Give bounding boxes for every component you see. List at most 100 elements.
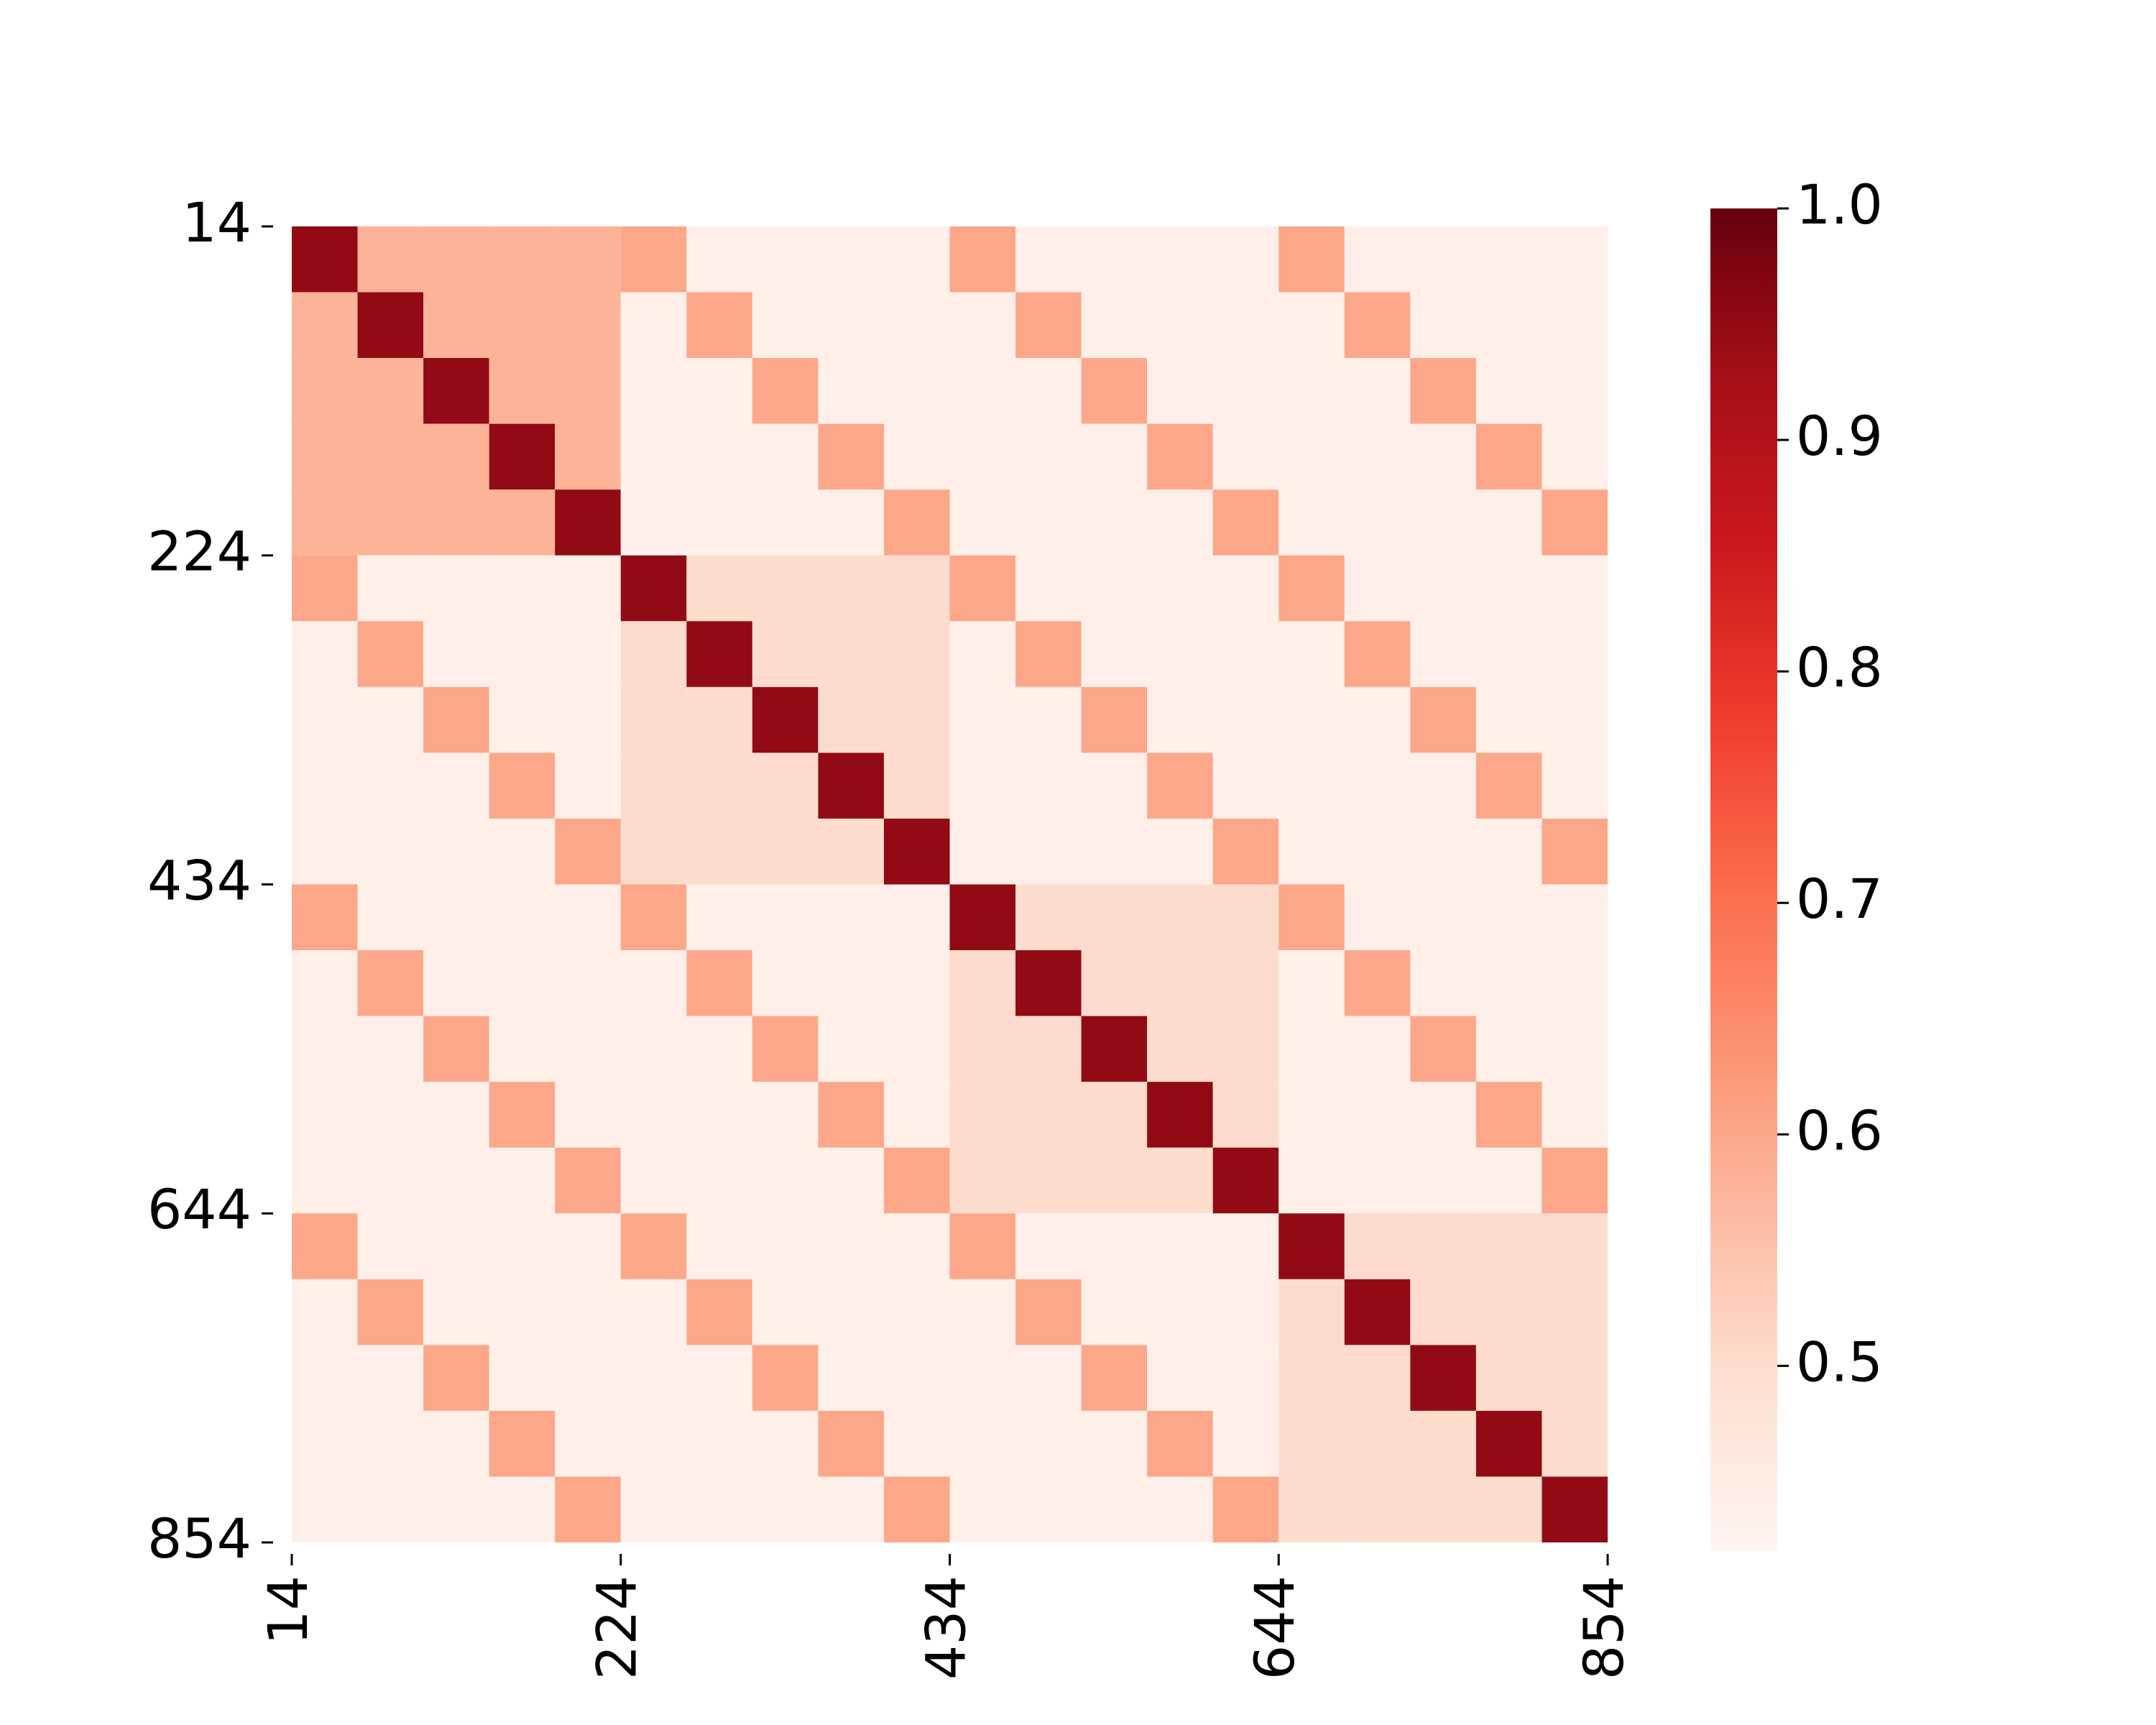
heatmap-cell xyxy=(1147,358,1213,424)
heatmap-cell xyxy=(357,292,424,359)
heatmap-cell xyxy=(489,753,556,819)
x-tick-label: 224 xyxy=(585,1576,649,1680)
heatmap-cell xyxy=(1344,1147,1411,1214)
heatmap-cell xyxy=(1344,226,1411,293)
heatmap-cell xyxy=(1542,226,1608,293)
heatmap-cell xyxy=(620,555,687,622)
heatmap-cell xyxy=(1015,555,1082,622)
heatmap-cell xyxy=(1081,1082,1148,1148)
heatmap-cell xyxy=(555,1213,621,1279)
heatmap-cell xyxy=(1279,1410,1345,1477)
heatmap-cell xyxy=(1212,818,1279,885)
heatmap-cell xyxy=(1475,423,1542,490)
colorbar-tick-label: 0.5 xyxy=(1796,1330,1883,1394)
heatmap-cell xyxy=(555,753,621,819)
heatmap-cell xyxy=(949,226,1016,293)
heatmap-cell xyxy=(1410,1476,1476,1542)
heatmap-cell xyxy=(1147,292,1213,359)
heatmap-cell xyxy=(1147,818,1213,885)
heatmap-cell xyxy=(1344,423,1411,490)
heatmap-cell xyxy=(752,489,819,556)
heatmap-cell xyxy=(489,621,556,687)
heatmap-cell xyxy=(883,423,950,490)
heatmap-cell xyxy=(489,1476,556,1542)
heatmap-cell xyxy=(357,621,424,687)
heatmap-cell xyxy=(620,1147,687,1214)
heatmap-cell xyxy=(1475,950,1542,1016)
heatmap-cell xyxy=(818,423,884,490)
x-tick-label: 14 xyxy=(256,1576,320,1645)
heatmap-cell xyxy=(1081,753,1148,819)
heatmap-cell xyxy=(686,753,752,819)
heatmap-cell xyxy=(423,555,489,622)
heatmap-cell xyxy=(1015,884,1082,951)
heatmap-cell xyxy=(423,818,489,885)
heatmap-cell xyxy=(292,1147,358,1214)
heatmap-cell xyxy=(883,818,950,885)
heatmap-cell xyxy=(1410,292,1476,359)
heatmap-cell xyxy=(883,1345,950,1411)
heatmap-cell xyxy=(1410,686,1476,753)
heatmap-cell xyxy=(620,423,687,490)
heatmap-cell xyxy=(1147,753,1213,819)
heatmap-cell xyxy=(357,358,424,424)
heatmap-cell xyxy=(1475,753,1542,819)
heatmap-cell xyxy=(1279,1147,1345,1214)
heatmap-cell xyxy=(1542,1410,1608,1477)
heatmap-cell xyxy=(1475,226,1542,293)
heatmap-cell xyxy=(1147,621,1213,687)
heatmap-cell xyxy=(1542,489,1608,556)
heatmap-cell xyxy=(686,884,752,951)
heatmap-cell xyxy=(1475,1082,1542,1148)
heatmap-cell xyxy=(818,489,884,556)
heatmap-cell xyxy=(620,818,687,885)
heatmap-cell xyxy=(1081,1016,1148,1082)
heatmap-cell xyxy=(357,1147,424,1214)
heatmap-cell xyxy=(818,358,884,424)
heatmap-cell xyxy=(292,818,358,885)
heatmap-cell xyxy=(1475,358,1542,424)
heatmap-cell xyxy=(423,686,489,753)
y-tick-label: 644 xyxy=(147,1177,252,1241)
x-tick-label: 434 xyxy=(913,1576,977,1680)
heatmap-cell xyxy=(949,1082,1016,1148)
heatmap-cell xyxy=(1147,686,1213,753)
heatmap-cell xyxy=(292,621,358,687)
heatmap-cell xyxy=(883,686,950,753)
heatmap-cell xyxy=(1015,686,1082,753)
heatmap-cell xyxy=(818,884,884,951)
heatmap-cell xyxy=(1147,1213,1213,1279)
heatmap-cell xyxy=(686,1082,752,1148)
heatmap-cell xyxy=(818,1082,884,1148)
heatmap-cell xyxy=(423,1082,489,1148)
heatmap-cell xyxy=(1147,950,1213,1016)
heatmap-cell xyxy=(949,1476,1016,1542)
heatmap-cell xyxy=(555,1345,621,1411)
heatmap-cell xyxy=(752,1147,819,1214)
heatmap-cell xyxy=(555,1147,621,1214)
heatmap-cell xyxy=(1475,292,1542,359)
heatmap-cell xyxy=(1015,753,1082,819)
heatmap-cell xyxy=(752,423,819,490)
heatmap-cell xyxy=(1475,1279,1542,1346)
heatmap-cell xyxy=(292,1345,358,1411)
heatmap-cell xyxy=(620,1279,687,1346)
heatmap-cell xyxy=(1081,884,1148,951)
heatmap-cell xyxy=(1410,884,1476,951)
y-tick-label: 854 xyxy=(147,1506,252,1570)
heatmap-cell xyxy=(1212,1279,1279,1346)
heatmap-cell xyxy=(423,423,489,490)
heatmap-cell xyxy=(555,358,621,424)
heatmap-cell xyxy=(1015,1082,1082,1148)
heatmap-cell xyxy=(818,226,884,293)
heatmap-cell xyxy=(686,1476,752,1542)
heatmap-cell xyxy=(949,358,1016,424)
heatmap-cell xyxy=(1344,1213,1411,1279)
heatmap-cell xyxy=(1081,1213,1148,1279)
heatmap-cell xyxy=(1015,621,1082,687)
heatmap-cell xyxy=(883,226,950,293)
heatmap-cell xyxy=(949,753,1016,819)
heatmap-cell xyxy=(1279,818,1345,885)
heatmap-cell xyxy=(1410,1082,1476,1148)
heatmap-cell xyxy=(1081,950,1148,1016)
